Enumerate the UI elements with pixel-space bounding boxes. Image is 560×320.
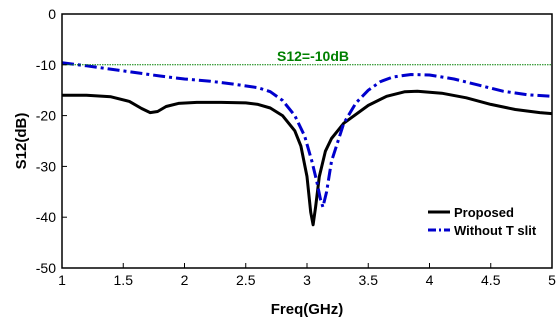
- series-line-2: [61, 61, 553, 209]
- y-tick-label: -40: [36, 209, 56, 225]
- x-tick-label: 3: [303, 272, 311, 288]
- curves-layer: [61, 61, 553, 227]
- legend-label-2: Without T slit: [454, 223, 537, 238]
- y-tick-label: -10: [36, 57, 56, 73]
- x-tick-label: 1: [58, 272, 66, 288]
- y-tick-label: -20: [36, 108, 56, 124]
- x-tick-label: 1.5: [114, 272, 134, 288]
- x-tick-label: 3.5: [359, 272, 379, 288]
- x-tick-label: 4: [426, 272, 434, 288]
- legend-label-1: Proposed: [454, 205, 514, 220]
- x-tick-label: 4.5: [481, 272, 501, 288]
- legend: Proposed Without T slit: [428, 205, 537, 238]
- y-axis-ticks: 0 -10 -20 -30 -40 -50: [36, 6, 67, 276]
- x-axis-title: Freq(GHz): [271, 301, 344, 318]
- x-tick-label: 2: [181, 272, 189, 288]
- series-line-1: [62, 89, 553, 227]
- y-tick-label: -50: [36, 260, 56, 276]
- x-tick-label: 5: [548, 272, 556, 288]
- x-tick-label: 2.5: [236, 272, 256, 288]
- y-axis-title: S12(dB): [13, 113, 30, 170]
- y-tick-label: 0: [48, 6, 56, 22]
- y-tick-label: -30: [36, 158, 56, 174]
- x-axis-ticks: 1 1.5 2 2.5 3 3.5 4 4.5 5: [58, 263, 556, 288]
- threshold-label: S12=-10dB: [277, 48, 349, 64]
